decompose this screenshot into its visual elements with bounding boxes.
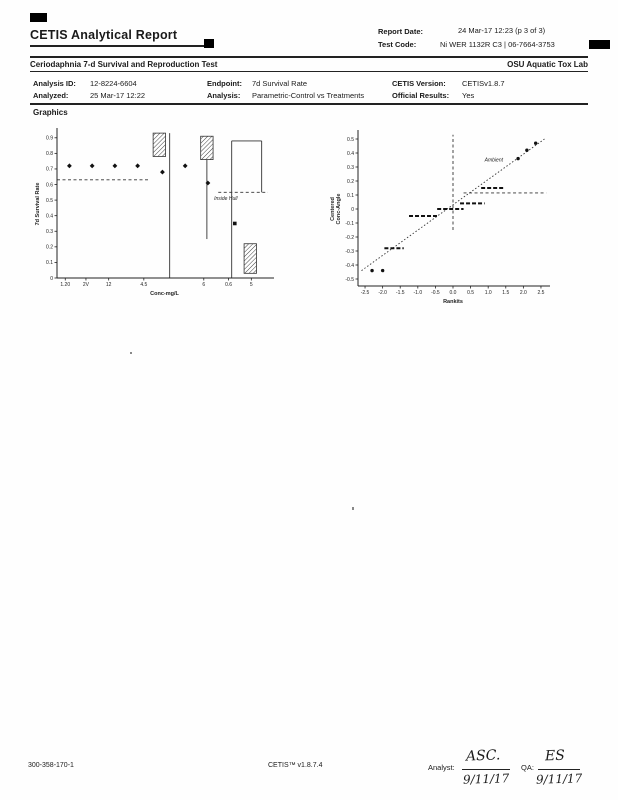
analyst-signature: ASC. — [465, 747, 501, 765]
svg-text:0.5: 0.5 — [347, 137, 354, 143]
survival-vs-concentration-chart: 0 0.1 0.2 0.3 0.4 0.5 0.6 0.7 0.8 0.9 1.20 2V 12 4.5 6… — [35, 128, 274, 297]
analysis-label: Analysis: — [207, 91, 241, 100]
endpoint-value: 7d Survival Rate — [252, 79, 308, 88]
svg-text:0.6: 0.6 — [225, 282, 232, 288]
svg-text:0.5: 0.5 — [46, 198, 53, 204]
svg-text:0.1: 0.1 — [347, 193, 354, 199]
svg-text:5: 5 — [250, 282, 253, 288]
svg-text:Conc-mg/L: Conc-mg/L — [150, 291, 179, 297]
analyst-label: Analyst: — [428, 763, 455, 772]
svg-text:-0.4: -0.4 — [345, 263, 354, 269]
cetis-version-value: CETISv1.8.7 — [462, 79, 505, 88]
scan-mark-top-left — [30, 13, 47, 22]
doc-number: 300-358-170-1 — [28, 762, 74, 769]
svg-text:0.4: 0.4 — [347, 151, 354, 157]
svg-text:2V: 2V — [83, 282, 90, 288]
svg-text:0: 0 — [351, 207, 354, 213]
rankits-probability-chart: -0.5 -0.4 -0.3 -0.2 -0.1 0 0.1 0.2 0.3 0.4 0.5 -2.5… — [330, 130, 550, 305]
svg-text:1.20: 1.20 — [60, 282, 70, 288]
scan-speck — [352, 507, 354, 510]
qa-signature-line — [538, 769, 580, 770]
scan-mark-test-code — [589, 40, 610, 49]
svg-text:0.7: 0.7 — [46, 167, 53, 173]
divider-subheader — [30, 71, 588, 72]
software-version: CETIS™ v1.8.7.4 — [268, 762, 323, 769]
svg-text:-0.5: -0.5 — [345, 277, 354, 283]
svg-text:2.0: 2.0 — [520, 290, 527, 296]
svg-text:0.4: 0.4 — [46, 213, 53, 219]
svg-text:1.0: 1.0 — [485, 290, 492, 296]
analysis-value: Parametric-Control vs Treatments — [252, 91, 365, 100]
svg-text:0.0: 0.0 — [450, 290, 457, 296]
official-results-label: Official Results: — [392, 91, 450, 100]
svg-text:Centered: Centered — [330, 197, 336, 221]
report-date-value: 24 Mar-17 12:23 (p 3 of 3) — [458, 26, 546, 35]
svg-text:-1.0: -1.0 — [414, 290, 423, 296]
svg-text:-2.5: -2.5 — [361, 290, 370, 296]
test-code-value: Ni WER 1132R C3 | 06-7664-3753 — [440, 40, 555, 49]
svg-text:-0.3: -0.3 — [345, 249, 354, 255]
svg-text:-1.5: -1.5 — [396, 290, 405, 296]
svg-text:-2.0: -2.0 — [378, 290, 387, 296]
svg-text:7d Survival Rate: 7d Survival Rate — [35, 183, 41, 226]
svg-text:0.8: 0.8 — [46, 151, 53, 157]
qa-date: 9/11/17 — [535, 771, 583, 787]
analyst-signature-line — [462, 769, 510, 770]
report-date-label: Report Date: — [378, 27, 424, 36]
svg-text:-0.1: -0.1 — [345, 221, 354, 227]
svg-text:Conc-Angle: Conc-Angle — [336, 194, 342, 225]
svg-text:0.2: 0.2 — [46, 245, 53, 251]
analysis-id-label: Analysis ID: — [33, 79, 76, 88]
scan-speck — [130, 352, 132, 354]
test-code-label: Test Code: — [378, 40, 417, 49]
cetis-version-label: CETIS Version: — [392, 79, 446, 88]
analyst-date: 9/11/17 — [462, 771, 510, 787]
svg-text:0.9: 0.9 — [46, 136, 53, 142]
svg-text:0.3: 0.3 — [347, 165, 354, 171]
svg-text:-0.2: -0.2 — [345, 235, 354, 241]
svg-text:1.5: 1.5 — [502, 290, 509, 296]
test-name: Ceriodaphnia 7-d Survival and Reproducti… — [30, 60, 218, 69]
qa-signature: ES — [544, 747, 566, 765]
endpoint-label: Endpoint: — [207, 79, 242, 88]
divider-info — [30, 103, 588, 105]
official-results-value: Yes — [462, 91, 475, 100]
svg-text:Inside Hull: Inside Hull — [214, 196, 238, 202]
svg-text:2.5: 2.5 — [537, 290, 544, 296]
divider-top — [30, 56, 588, 58]
svg-text:0.5: 0.5 — [467, 290, 474, 296]
analyzed-label: Analyzed: — [33, 91, 69, 100]
scan-mark-title-end — [204, 39, 214, 48]
lab-name: OSU Aquatic Tox Lab — [507, 60, 588, 69]
svg-text:-0.5: -0.5 — [431, 290, 440, 296]
svg-text:12: 12 — [106, 282, 112, 288]
analyzed-value: 25 Mar-17 12:22 — [90, 91, 146, 100]
svg-text:6: 6 — [202, 282, 205, 288]
svg-text:0.2: 0.2 — [347, 179, 354, 185]
svg-text:0: 0 — [50, 276, 53, 282]
svg-text:4.5: 4.5 — [140, 282, 147, 288]
svg-text:0.6: 0.6 — [46, 182, 53, 188]
svg-text:Rankits: Rankits — [443, 299, 463, 305]
graphics-section-label: Graphics — [33, 108, 68, 117]
svg-text:0.3: 0.3 — [46, 229, 53, 235]
qa-label: QA: — [521, 763, 534, 772]
svg-text:Ambient: Ambient — [484, 157, 504, 163]
analysis-id-value: 12-8224-6604 — [90, 79, 137, 88]
report-title: CETIS Analytical Report — [30, 28, 178, 42]
svg-text:0.1: 0.1 — [46, 260, 53, 266]
title-underline — [30, 45, 205, 47]
